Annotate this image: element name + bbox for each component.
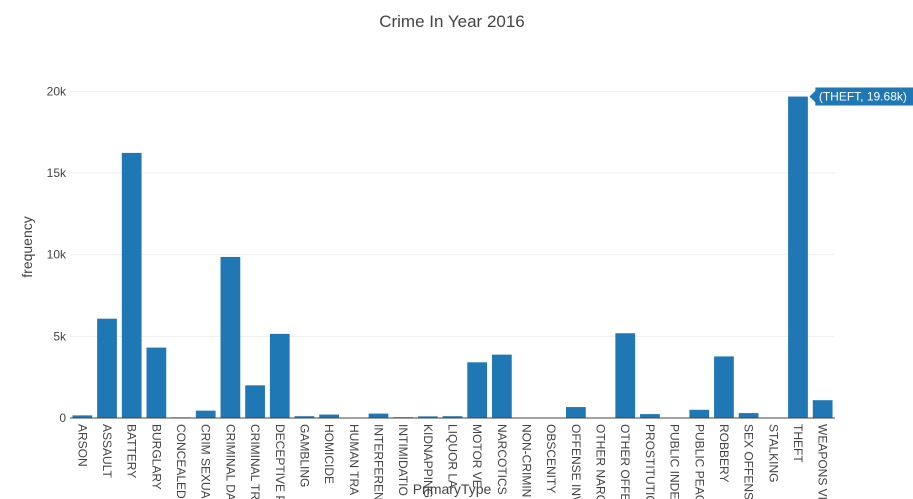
x-tick-label: CONCEALED <box>174 424 188 499</box>
x-tick-label: THEFT <box>791 424 805 463</box>
bar[interactable] <box>97 318 117 418</box>
chart-title: Crime In Year 2016 <box>379 12 525 31</box>
bar[interactable] <box>195 410 216 418</box>
y-tick-label: 20k <box>47 84 67 98</box>
x-tick-label: PUBLIC INDE <box>668 424 682 499</box>
bar[interactable] <box>146 347 167 418</box>
x-tick-label: HUMAN TRA <box>347 424 361 495</box>
bar[interactable] <box>121 152 142 418</box>
x-tick-label: WEAPONS VI <box>816 424 830 499</box>
x-tick-label: CRIMINAL TR <box>248 424 262 499</box>
bar[interactable] <box>714 356 734 418</box>
x-tick-label: HOMICIDE <box>322 424 336 484</box>
gridlines <box>70 90 835 337</box>
x-axis-ticks: ARSON ASSAULT BATTERY BURGLARY CONCEALED CRIM… <box>75 424 829 499</box>
x-tick-label: OBSCENITY <box>544 424 558 493</box>
x-tick-label: PROSTITUTIO <box>643 424 657 499</box>
bar[interactable] <box>467 362 488 418</box>
bar[interactable] <box>812 400 833 418</box>
bar[interactable] <box>566 407 586 418</box>
x-tick-label: PUBLIC PEAC <box>692 424 706 499</box>
x-tick-label: ASSAULT <box>100 424 114 478</box>
bar[interactable] <box>491 354 512 418</box>
y-tick-label: 10k <box>47 248 67 262</box>
bar[interactable] <box>319 414 339 418</box>
bar[interactable] <box>640 414 660 418</box>
y-axis-title: frequency <box>19 216 35 277</box>
x-tick-label: OTHER OFFE <box>618 424 632 499</box>
bars <box>72 96 833 418</box>
bar[interactable] <box>245 385 265 418</box>
bar[interactable] <box>72 415 93 418</box>
y-tick-label: 0 <box>59 411 66 425</box>
y-axis-ticks: 0 5k 10k 15k 20k <box>47 84 67 425</box>
x-tick-label: ROBBERY <box>717 424 731 482</box>
y-tick-label: 15k <box>47 166 67 180</box>
x-tick-label: NARCOTICS <box>495 424 509 495</box>
bar[interactable] <box>368 413 389 418</box>
x-tick-label: LIQUOR LA <box>446 424 460 488</box>
x-tick-label: STALKING <box>766 424 780 482</box>
x-tick-label: BATTERY <box>125 424 139 478</box>
bar[interactable] <box>788 96 808 418</box>
hover-label: (THEFT, 19.68k) <box>819 90 907 104</box>
x-tick-label: GAMBLING <box>297 424 311 487</box>
x-tick-label: OFFENSE INV <box>569 424 583 499</box>
bar[interactable] <box>220 256 241 418</box>
x-tick-label: CRIMINAL DA <box>223 424 237 499</box>
x-tick-label: INTIMIDATIO <box>396 424 410 496</box>
x-tick-label: MOTOR VE <box>470 424 484 488</box>
x-tick-label: INTERFERENC <box>371 424 385 499</box>
bar[interactable] <box>417 416 438 418</box>
bar[interactable] <box>615 333 636 418</box>
x-tick-label: KIDNAPPING <box>421 424 435 498</box>
bar[interactable] <box>269 333 290 418</box>
hover-box <box>808 86 913 107</box>
x-axis-title: PrimaryType <box>413 481 492 497</box>
x-tick-label: NON-CRIMIN <box>520 424 534 497</box>
bar[interactable] <box>442 416 463 418</box>
hover-tooltip: (THEFT, 19.68k) <box>808 86 913 107</box>
x-tick-label: SEX OFFENSE <box>742 424 756 499</box>
x-tick-label: DECEPTIVE P <box>273 424 287 499</box>
bar[interactable] <box>689 409 710 418</box>
x-tick-label: ARSON <box>75 424 89 467</box>
x-tick-label: OTHER NARC <box>594 424 608 499</box>
bar[interactable] <box>294 416 315 418</box>
x-tick-label: BURGLARY <box>149 424 163 490</box>
bar[interactable] <box>738 413 759 418</box>
y-tick-label: 5k <box>53 329 67 343</box>
x-tick-label: CRIM SEXUAL <box>199 424 213 499</box>
